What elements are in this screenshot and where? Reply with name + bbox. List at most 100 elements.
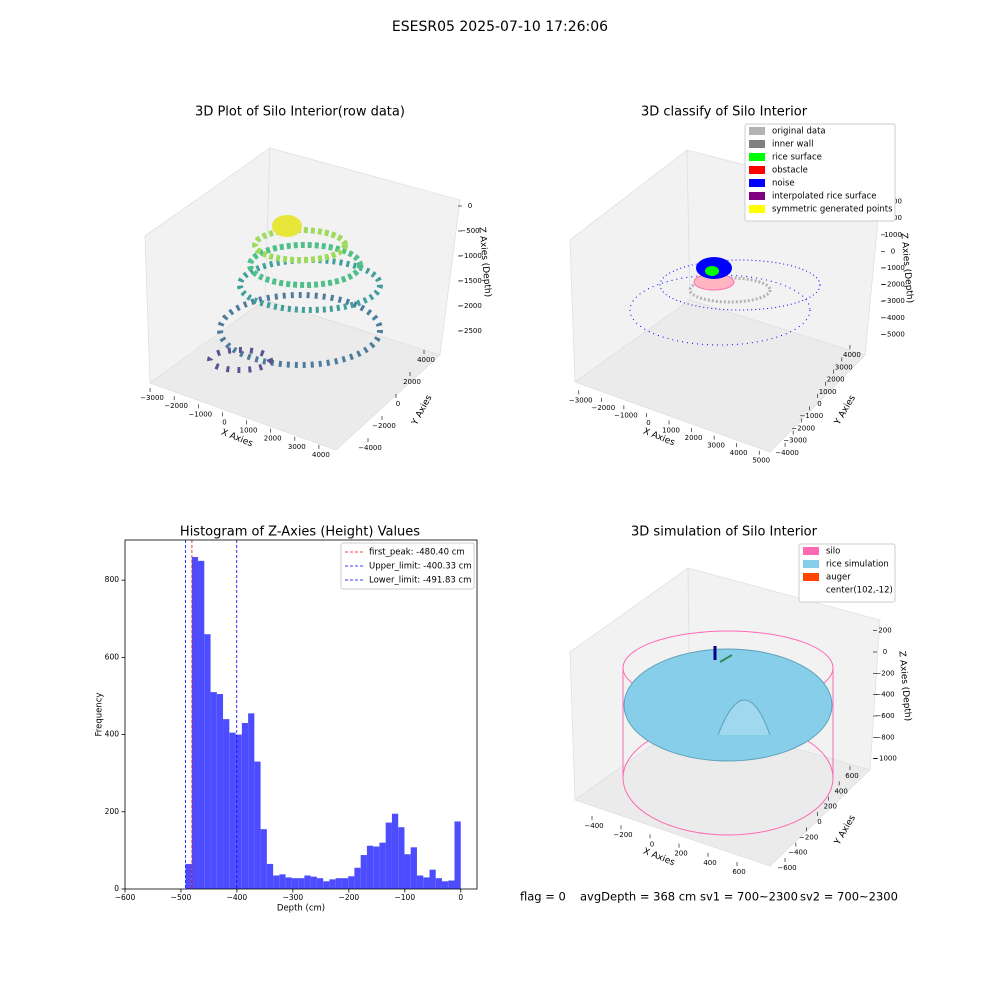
x-tick-label: 1000 <box>662 427 680 435</box>
bar <box>329 879 336 889</box>
x-tick-label: −600 <box>115 893 136 902</box>
bar <box>366 845 374 889</box>
bar <box>248 713 255 889</box>
z-axis-label: Z Axies (Depth) <box>896 650 912 721</box>
bar <box>335 878 342 889</box>
y-tick-label: 2000 <box>827 376 845 384</box>
legend-frame <box>798 543 896 603</box>
bar <box>404 854 411 889</box>
bar <box>435 878 442 889</box>
y-tick-label: 0 <box>817 400 821 408</box>
bar <box>185 863 192 889</box>
bar <box>260 829 267 889</box>
bar <box>348 876 355 889</box>
x-tick-label: −400 <box>584 822 603 830</box>
bar <box>198 560 205 889</box>
bar <box>285 877 292 889</box>
y-tick-label: 1000 <box>819 388 837 396</box>
x-tick-label: 5000 <box>752 457 770 465</box>
legend-label: obstacle <box>772 166 808 176</box>
z-tick-label: −200 <box>875 669 894 677</box>
y-tick-label: −2000 <box>791 424 815 432</box>
legend-swatch <box>749 153 765 161</box>
bar <box>191 556 199 889</box>
panel-2-box <box>569 149 881 453</box>
legend-label: first_peak: -480.40 cm <box>369 548 465 558</box>
y-tick-label: 0 <box>114 884 119 893</box>
x-axis-label: Depth (cm) <box>277 904 325 914</box>
legend-frame <box>744 123 896 222</box>
z-tick-label: −1000 <box>458 252 482 260</box>
z-tick-label: −4000 <box>881 314 905 322</box>
bar <box>354 867 361 889</box>
bar <box>379 842 386 889</box>
legend-label: noise <box>772 179 795 189</box>
bar <box>273 875 280 889</box>
z-tick-label: −500 <box>460 227 479 235</box>
y-tick-label: −600 <box>777 864 796 872</box>
bar <box>298 878 305 889</box>
y-tick-label: 200 <box>105 807 120 816</box>
z-tick-label: −2000 <box>458 302 482 310</box>
cloud-ring <box>247 242 363 288</box>
x-tick-label: 0 <box>222 418 226 426</box>
panel-title: 3D classify of Silo Interior <box>641 105 808 120</box>
x-tick-label: 4000 <box>312 451 330 459</box>
z-axis-label: Z Axies (Depth) <box>476 226 492 297</box>
z-tick-label: −2500 <box>458 327 482 335</box>
y-tick-label: 600 <box>105 652 120 661</box>
z-tick-label: −3000 <box>881 297 905 305</box>
legend-swatch <box>749 205 765 213</box>
y-axis-label: Y Axies <box>832 813 858 847</box>
legend-label: Lower_limit: -491.83 cm <box>369 576 471 586</box>
z-tick-label: −1000 <box>873 755 897 763</box>
cloud-ring <box>705 266 719 276</box>
z-tick-label: 0 <box>468 202 472 210</box>
legend-swatch <box>749 192 765 200</box>
bar <box>204 634 211 889</box>
legend-label: symmetric generated points <box>772 205 893 215</box>
z-tick-label: 0 <box>891 247 895 255</box>
x-tick-label: 600 <box>732 868 745 876</box>
x-tick-label: 2000 <box>685 434 703 442</box>
pane <box>149 299 441 451</box>
cloud-ring <box>659 259 821 311</box>
cloud-cap <box>272 215 302 237</box>
legend-swatch <box>749 127 765 135</box>
x-tick-label: −500 <box>171 893 192 902</box>
y-tick-label: 800 <box>105 575 120 584</box>
x-tick-label: −1000 <box>188 410 212 418</box>
bar <box>304 875 311 889</box>
z-tick-label: −800 <box>875 733 894 741</box>
bar <box>210 692 217 889</box>
x-tick-label: −2000 <box>164 402 188 410</box>
bar <box>410 847 417 889</box>
legend-label: Upper_limit: -400.33 cm <box>369 562 472 572</box>
auger-arm <box>719 654 733 663</box>
legend-label: rice simulation <box>826 560 889 570</box>
y-tick-label: 4000 <box>417 356 435 364</box>
bar <box>316 878 324 889</box>
legend-label: auger <box>826 573 851 583</box>
z-tick-label: 1000 <box>884 231 902 239</box>
x-tick-label: 200 <box>674 850 687 858</box>
status-text: avgDepth = 368 cm <box>580 890 696 904</box>
x-tick-label: 3000 <box>288 443 306 451</box>
z-tick-label: −1500 <box>458 277 482 285</box>
z-tick-label: −5000 <box>881 330 905 338</box>
legend-swatch <box>803 573 819 581</box>
y-tick-label: 600 <box>845 772 858 780</box>
x-tick-label: −100 <box>395 893 416 902</box>
bar <box>223 719 230 889</box>
bar <box>310 876 317 889</box>
legend-label: center(102,-12) <box>826 586 893 596</box>
x-tick-label: 1000 <box>240 427 258 435</box>
point-cloud-sketch <box>207 215 383 373</box>
y-tick-label: 4000 <box>843 351 861 359</box>
x-tick-label: −200 <box>339 893 360 902</box>
y-axis-label: Y Axies <box>410 393 435 428</box>
bar <box>391 813 399 889</box>
x-tick-label: 0 <box>650 840 654 848</box>
cloud-ring <box>237 257 383 313</box>
bar <box>441 881 449 889</box>
